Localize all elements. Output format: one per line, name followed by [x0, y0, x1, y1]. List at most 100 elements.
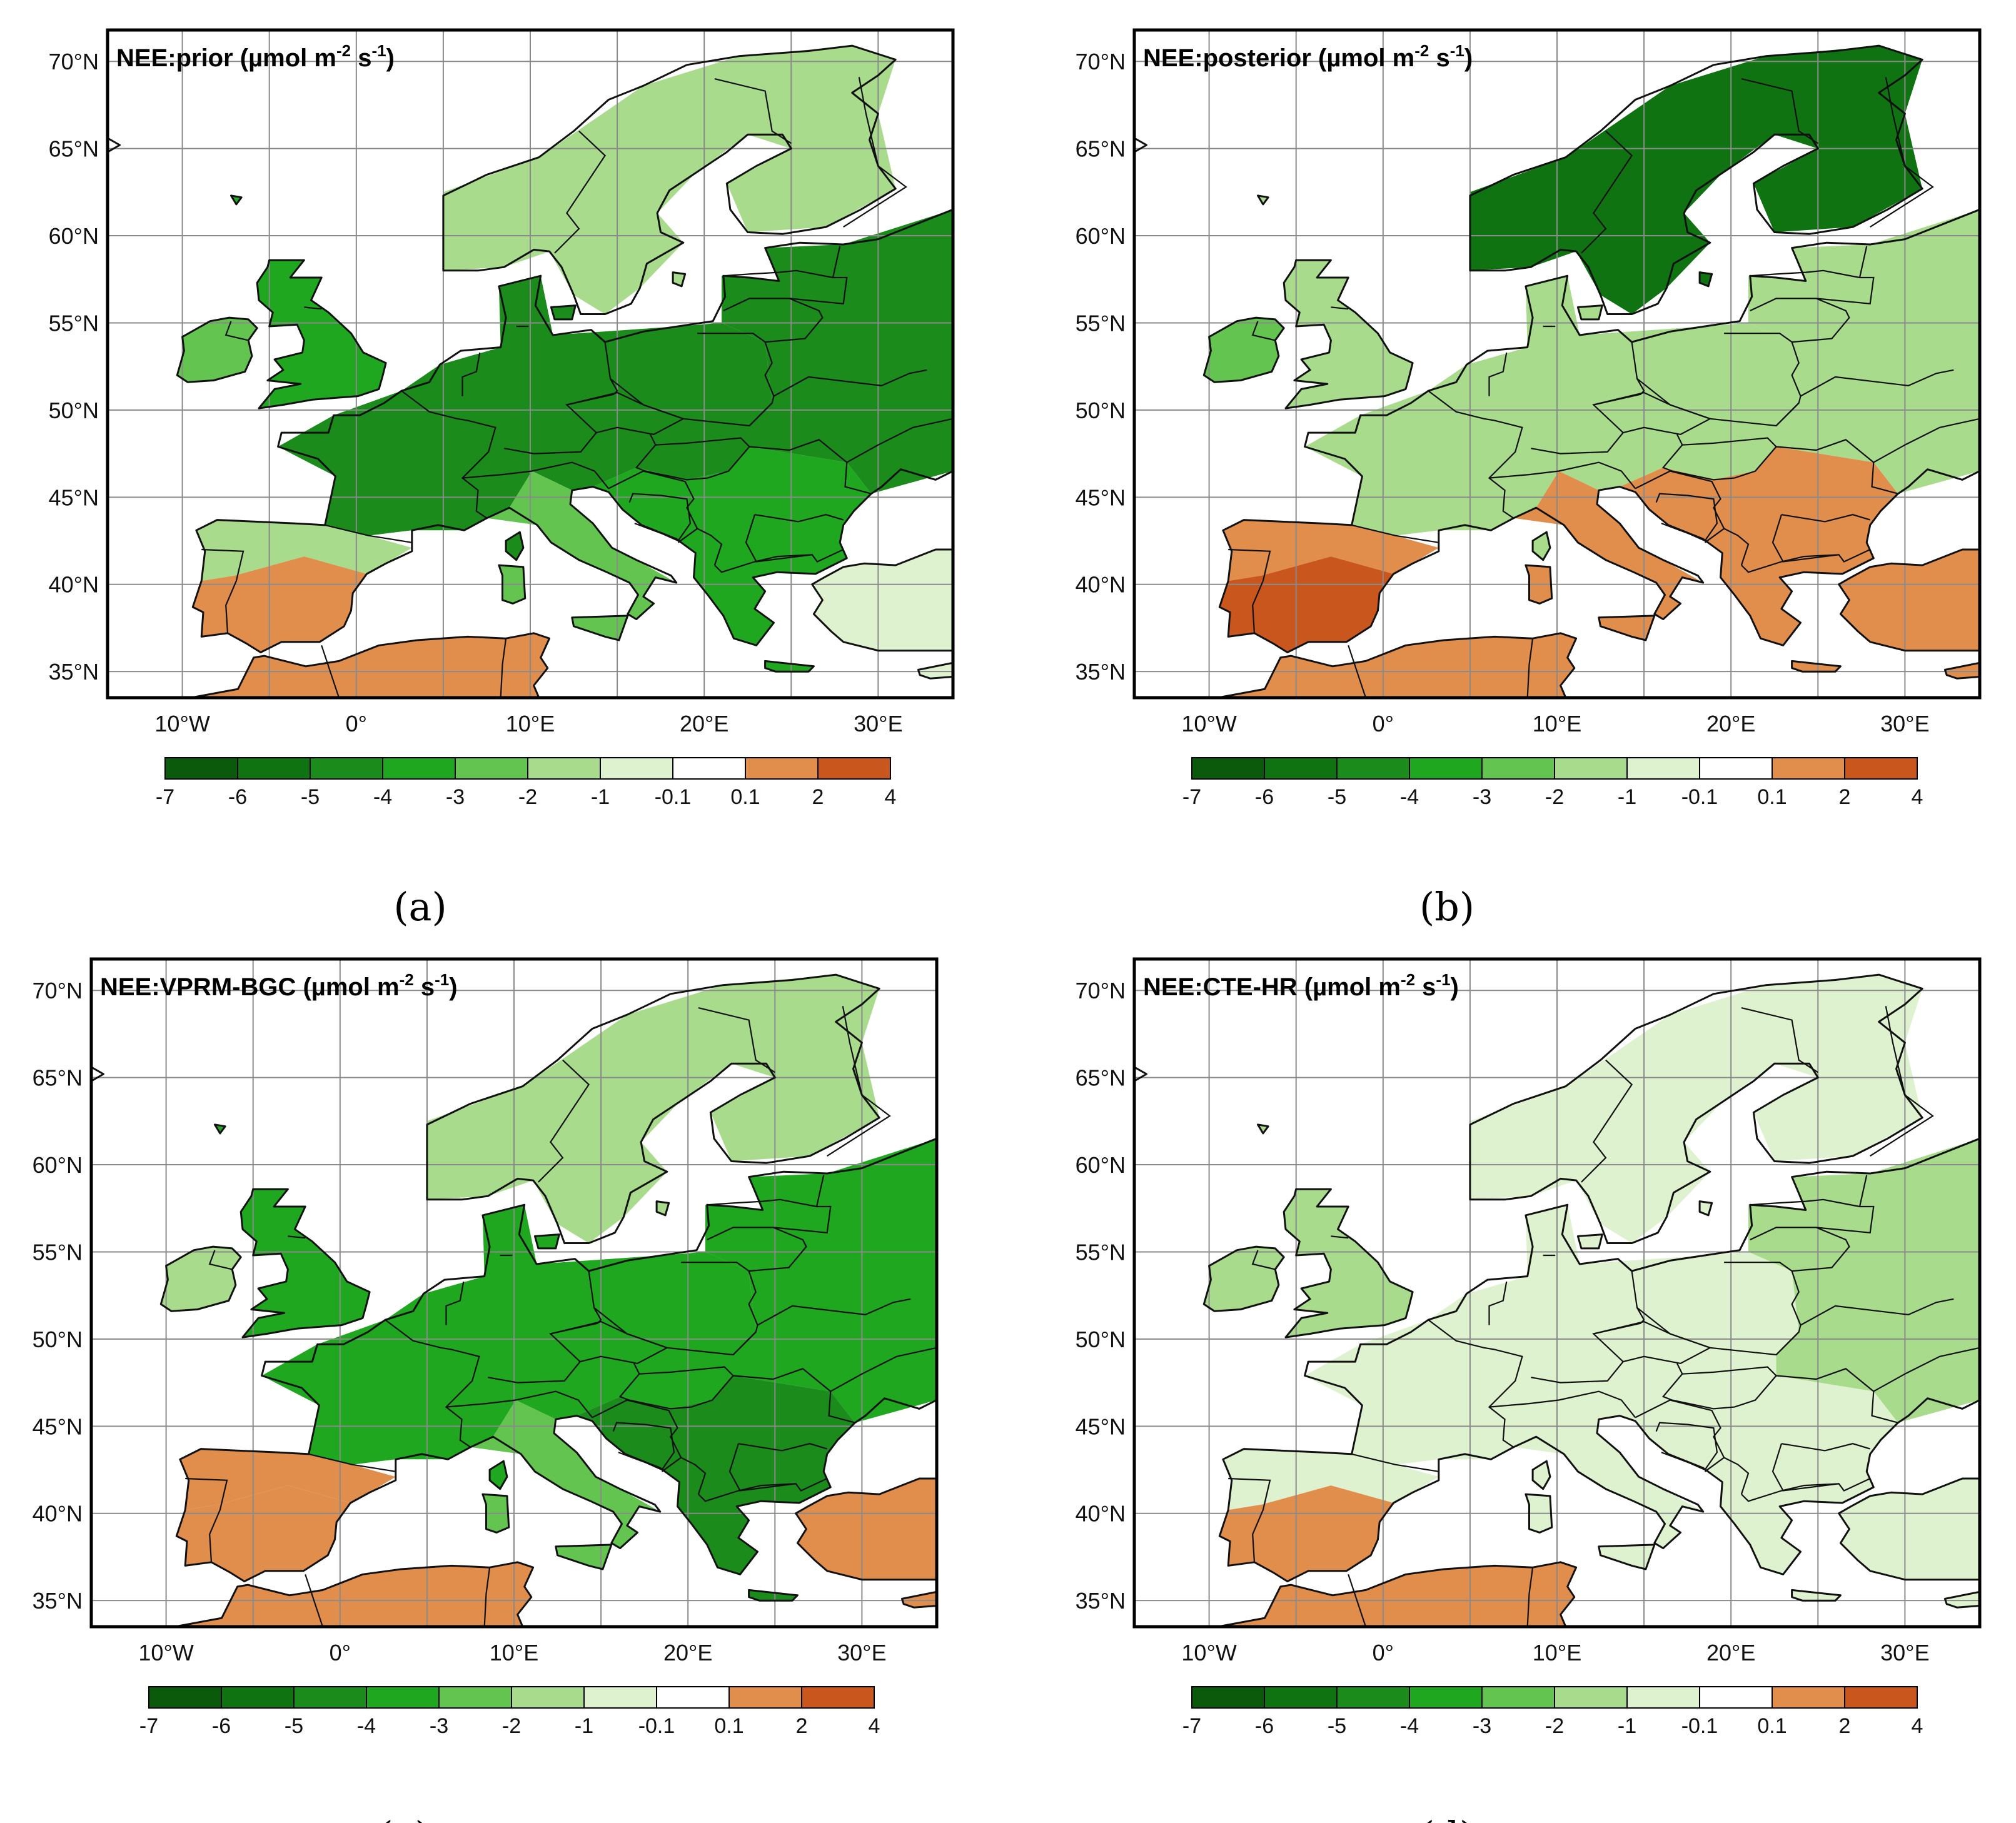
- country-border: [1331, 1235, 1349, 1239]
- lat-label: 65°N: [1076, 136, 1126, 162]
- colorbar-swatch: [1264, 757, 1338, 780]
- coastline-corsica: [1531, 1460, 1551, 1490]
- country-border: [745, 514, 844, 563]
- colorbar-swatch: [1699, 1686, 1773, 1709]
- lat-label: 65°N: [1076, 1065, 1126, 1091]
- colorbar-tick-label: -5: [1328, 1714, 1346, 1738]
- lon-label: 10°E: [1533, 1640, 1581, 1665]
- country-border: [1581, 1059, 1633, 1183]
- country-border: [461, 352, 481, 396]
- country-border: [1723, 1457, 1750, 1495]
- lon-label: 10°E: [506, 711, 555, 736]
- region-italy: [555, 1544, 612, 1569]
- lat-label: 40°N: [49, 572, 99, 598]
- country-border: [1723, 528, 1750, 566]
- panel-title: NEE:posterior (µmol m-2 s-1): [1143, 41, 1473, 72]
- colorbar-tick-label: -2: [1545, 1714, 1564, 1738]
- colorbar-tick-label: -2: [502, 1714, 521, 1738]
- colorbar-swatch: [1772, 1686, 1845, 1709]
- colorbar-swatch: [728, 1686, 802, 1709]
- country-border: [385, 1319, 480, 1448]
- colorbar-swatch: [600, 757, 673, 780]
- country-border: [830, 1347, 937, 1392]
- coastline-iceland_tip: [1134, 1066, 1147, 1082]
- country-border: [1873, 418, 1980, 463]
- country-border: [757, 1298, 911, 1326]
- country-border: [1800, 1298, 1954, 1326]
- lon-label: 30°E: [837, 1640, 886, 1665]
- country-border: [1526, 638, 1534, 698]
- country-border: [1428, 1319, 1523, 1448]
- region-balkans: [1792, 1590, 1841, 1601]
- title-text: ): [1451, 973, 1459, 1001]
- panel-letter: (c): [378, 1813, 430, 1823]
- coastline-turkey: [795, 1477, 937, 1581]
- colorbar-swatch: [745, 757, 819, 780]
- panel-3: NEE:VPRM-BGC (µmol m-2 s-1)70°N65°N60°N5…: [33, 957, 939, 1823]
- colorbar-swatch: [310, 757, 383, 780]
- country-border: [483, 1567, 491, 1627]
- colorbar-swatch: [1481, 757, 1555, 780]
- coastline-cyprus: [900, 1590, 937, 1609]
- coastline-cyprus: [1943, 661, 1980, 680]
- colorbar-tick-label: -7: [139, 1714, 158, 1738]
- country-border: [1251, 321, 1276, 341]
- lon-label: 30°E: [1880, 711, 1929, 736]
- lon-label: 0°: [1373, 1640, 1394, 1665]
- region-turkey: [1945, 1592, 1980, 1608]
- country-border: [554, 130, 607, 254]
- colorbar-tick-label: 2: [812, 785, 824, 809]
- region-central: [1578, 1234, 1603, 1248]
- title-text: NEE:VPRM-BGC (µmol m: [100, 973, 400, 1001]
- colorbar-tick-label: -4: [1400, 785, 1419, 809]
- country-border: [815, 1175, 825, 1207]
- region-italy: [572, 615, 628, 640]
- coastline-crete: [1791, 660, 1842, 673]
- colorbar-swatch: [1409, 757, 1483, 780]
- country-border: [1351, 524, 1439, 543]
- colorbar-tick-label: -0.1: [655, 785, 692, 809]
- colorbar: -7 -6 -5 -4 -3 -2 -1 -0.1 0.1 2 4: [1182, 1686, 1923, 1738]
- region-ireland: [1204, 1247, 1284, 1312]
- colorbar-tick-label: 4: [869, 1714, 880, 1738]
- country-border: [698, 1483, 796, 1502]
- lon-label: 10°W: [1181, 1640, 1236, 1665]
- title-text: ): [449, 973, 457, 1001]
- lon-label: 30°E: [854, 711, 902, 736]
- region-north: [1469, 975, 1923, 1243]
- lat-label: 45°N: [49, 485, 99, 510]
- country-border: [201, 548, 244, 633]
- colorbar-swatch: [164, 757, 238, 780]
- country-border: [1526, 1567, 1534, 1627]
- lon-label: 30°E: [1880, 1640, 1929, 1665]
- lon-label: 0°: [346, 711, 367, 736]
- coastline-turkey: [811, 548, 953, 652]
- region-italy: [1598, 1544, 1655, 1569]
- coastline-sardinia: [1525, 1493, 1553, 1534]
- coastline-turkey: [1838, 548, 1980, 652]
- panel-title: NEE:prior (µmol m-2 s-1): [116, 41, 395, 72]
- colorbar-tick-label: -4: [1400, 1714, 1419, 1738]
- country-border: [1228, 548, 1271, 633]
- lat-label: 60°N: [1076, 223, 1126, 249]
- lat-label: 40°N: [1076, 572, 1126, 598]
- lat-label: 35°N: [1076, 659, 1126, 685]
- title-sup: -1: [1450, 41, 1464, 60]
- colorbar-swatch: [1336, 1686, 1410, 1709]
- country-border: [538, 1059, 590, 1183]
- colorbar-swatch: [583, 1686, 657, 1709]
- region-turkey: [1945, 663, 1980, 679]
- region-uk: [241, 1189, 370, 1338]
- country-border: [1750, 1227, 1850, 1272]
- country-border: [773, 369, 927, 397]
- region-turkey: [902, 1592, 937, 1608]
- colorbar-tick-label: -5: [301, 785, 320, 809]
- region-central: [1578, 305, 1603, 319]
- coastline-britain: [1283, 1188, 1414, 1338]
- lat-label: 60°N: [33, 1152, 83, 1178]
- coastline-africa: [91, 1561, 535, 1627]
- colorbar-swatch: [366, 1686, 440, 1709]
- panel-letter: (d): [1419, 1813, 1474, 1823]
- colorbar-tick-label: 2: [796, 1714, 808, 1738]
- country-border: [1776, 439, 1898, 495]
